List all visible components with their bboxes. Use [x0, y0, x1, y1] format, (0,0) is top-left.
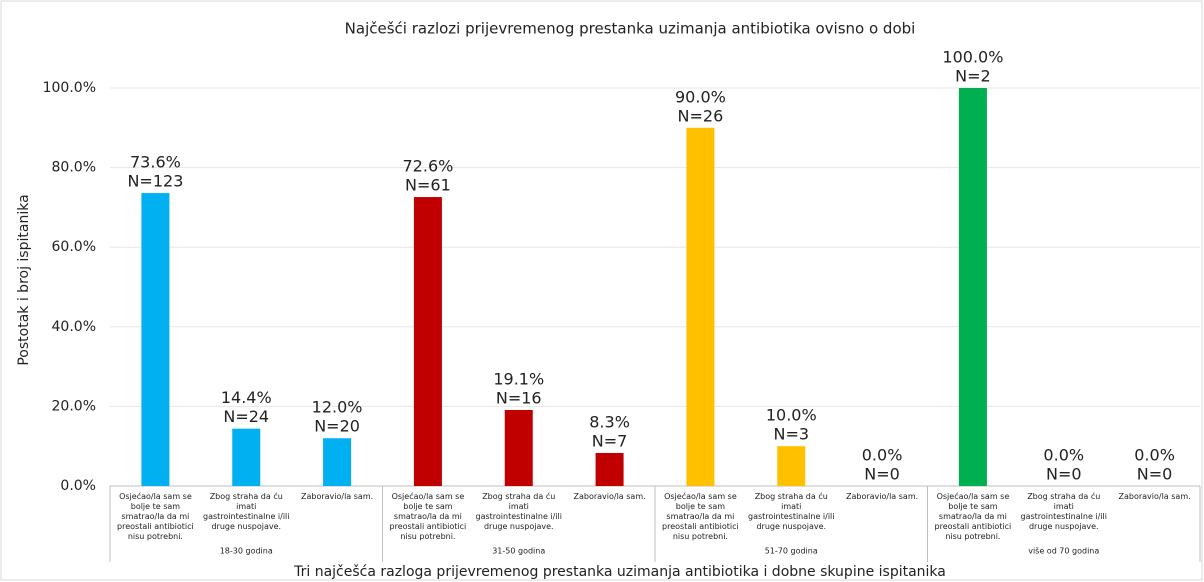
value-label: 12.0%	[312, 398, 363, 417]
n-label: N=61	[405, 176, 451, 195]
n-label: N=0	[1137, 465, 1173, 484]
x-tick-label: Zaboravio/la sam.	[1118, 492, 1190, 501]
y-tick-label: 60.0%	[52, 239, 96, 255]
x-tick-label: Zbog straha da ću imati gastrointestinalne…	[748, 491, 835, 531]
x-axis-title: Tri najčešća razloga prijevremenog prest…	[293, 564, 946, 580]
bar	[413, 197, 442, 486]
x-tick-label: Osjećao/la sam se bolje te sam smatrao/la …	[390, 491, 467, 541]
y-tick-label: 40.0%	[52, 319, 96, 335]
value-label: 0.0%	[862, 446, 903, 465]
n-label: N=3	[773, 425, 809, 444]
bar	[777, 446, 806, 486]
x-tick-label: Zaboravio/la sam.	[301, 492, 373, 501]
n-label: N=123	[127, 172, 183, 191]
x-tick-label: Osjećao/la sam se bolje te sam smatrao/la …	[117, 491, 194, 541]
x-tick-label: Zaboravio/la sam.	[573, 492, 645, 501]
value-label: 8.3%	[589, 412, 630, 431]
bar	[686, 127, 715, 487]
value-label: 19.1%	[493, 369, 544, 388]
y-tick-label: 80.0%	[52, 160, 96, 176]
x-tick-label: Zbog straha da ću imati gastrointestinalne…	[476, 491, 563, 531]
value-label: 100.0%	[942, 48, 1003, 67]
x-tick-label: Zbog straha da ću imati gastrointestinalne…	[203, 491, 290, 531]
y-axis-title: Postotak i broj ispitanika	[16, 194, 32, 365]
bar	[232, 428, 261, 486]
value-label: 73.6%	[130, 153, 181, 172]
x-tick-label: Zaboravio/la sam.	[846, 492, 918, 501]
y-tick-label: 100.0%	[43, 80, 96, 96]
n-label: N=7	[592, 431, 628, 450]
n-label: N=26	[678, 106, 724, 125]
group-label: 31-50 godina	[492, 547, 545, 556]
group-label: 18-30 godina	[220, 547, 273, 556]
n-label: N=2	[955, 67, 991, 86]
bar	[504, 409, 533, 486]
bar	[958, 88, 987, 486]
x-tick-label: Osjećao/la sam se bolje te sam smatrao/la …	[935, 491, 1012, 541]
n-label: N=20	[314, 417, 360, 436]
bar	[141, 193, 170, 486]
value-label: 72.6%	[403, 157, 454, 176]
n-label: N=24	[223, 407, 269, 426]
value-label: 14.4%	[221, 388, 272, 407]
n-label: N=0	[1046, 465, 1082, 484]
value-label: 0.0%	[1043, 446, 1084, 465]
bar	[595, 452, 624, 486]
bar	[323, 438, 352, 486]
group-label: 51-70 godina	[765, 547, 818, 556]
chart-title: Najčešći razlozi prijevremenog prestanka…	[345, 20, 916, 38]
value-label: 90.0%	[675, 87, 726, 106]
group-label: više od 70 godina	[1028, 546, 1099, 556]
value-label: 10.0%	[766, 406, 817, 425]
n-label: N=16	[496, 388, 542, 407]
value-label: 0.0%	[1134, 446, 1175, 465]
x-tick-label: Zbog straha da ću imati gastrointestinalne…	[1021, 491, 1108, 531]
y-tick-label: 20.0%	[52, 398, 96, 414]
n-label: N=0	[864, 465, 900, 484]
y-tick-label: 0.0%	[60, 478, 96, 494]
x-tick-label: Osjećao/la sam se bolje te sam smatrao/la …	[662, 491, 739, 541]
